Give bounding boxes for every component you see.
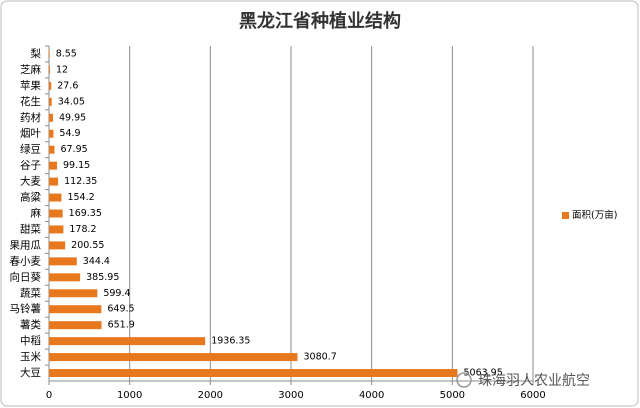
bar (49, 161, 57, 170)
bar (49, 321, 102, 330)
watermark-icon (456, 372, 472, 388)
bar (49, 145, 55, 154)
value-label: 200.55 (71, 240, 104, 251)
bar (49, 369, 458, 378)
y-tick-label: 烟叶 (20, 127, 41, 140)
bar (49, 193, 62, 202)
legend-label: 面积(万亩) (572, 209, 617, 221)
value-label: 67.95 (60, 144, 87, 155)
x-tick-label: 5000 (440, 390, 465, 401)
x-tick-label: 4000 (359, 390, 384, 401)
value-label: 344.4 (83, 256, 110, 267)
y-tick-label: 玉米 (20, 350, 41, 363)
chart-title: 黑龙江省种植业结构 (239, 10, 401, 32)
bar (49, 241, 66, 250)
bar (49, 209, 63, 218)
value-label: 178.2 (69, 224, 96, 235)
y-tick-label: 大豆 (20, 366, 41, 379)
value-label: 385.95 (86, 272, 119, 283)
bar (49, 49, 50, 58)
y-tick-label: 果用瓜 (10, 239, 42, 251)
value-label: 649.5 (107, 304, 134, 315)
value-label: 154.2 (67, 192, 94, 203)
bar (49, 81, 52, 90)
y-tick-label: 薯类 (20, 318, 41, 331)
y-tick-label: 高粱 (20, 191, 41, 204)
y-tick-label: 苹果 (20, 79, 41, 92)
bar (49, 353, 298, 362)
value-label: 1936.35 (211, 336, 250, 347)
watermark: 珠海羽人农业航空 (478, 373, 590, 389)
value-label: 5063.95 (463, 368, 502, 379)
y-tick-label: 中稻 (20, 334, 41, 347)
y-tick-label: 春小麦 (10, 255, 42, 267)
bar (49, 273, 81, 282)
bar (49, 257, 77, 266)
y-tick-label: 芝麻 (20, 63, 41, 76)
value-label: 12 (56, 64, 68, 75)
x-tick-label: 1000 (117, 390, 142, 401)
bar (49, 305, 102, 314)
y-tick-label: 向日葵 (10, 270, 42, 283)
value-label: 54.9 (59, 128, 80, 139)
value-label: 3080.7 (304, 352, 337, 363)
x-tick-label: 6000 (520, 390, 545, 401)
y-tick-label: 马铃薯 (10, 302, 42, 315)
y-tick-label: 绿豆 (20, 143, 41, 156)
y-tick-label: 谷子 (20, 160, 41, 172)
bar (49, 177, 59, 186)
bar (49, 289, 98, 298)
value-label: 49.95 (59, 112, 86, 123)
bar (49, 113, 54, 122)
x-tick-label: 2000 (198, 390, 223, 401)
y-tick-label: 甜菜 (20, 222, 41, 235)
value-label: 34.05 (58, 96, 85, 107)
value-label: 8.55 (56, 48, 77, 59)
bar (49, 225, 64, 234)
value-label: 27.6 (57, 80, 78, 91)
bar (49, 65, 50, 74)
bar (49, 129, 54, 138)
value-label: 112.35 (64, 176, 97, 187)
legend-swatch (562, 212, 569, 219)
y-tick-label: 药材 (20, 111, 41, 124)
bar (49, 337, 206, 346)
value-label: 599.4 (103, 288, 130, 299)
value-label: 169.35 (69, 208, 102, 219)
value-label: 99.15 (63, 160, 90, 171)
y-tick-label: 蔬菜 (20, 287, 41, 299)
bar (49, 97, 52, 106)
y-tick-label: 花生 (20, 95, 41, 108)
x-tick-label: 3000 (278, 390, 303, 401)
y-tick-label: 梨 (31, 47, 42, 60)
y-tick-label: 大麦 (20, 175, 41, 188)
x-tick-label: 0 (46, 390, 52, 401)
value-label: 651.9 (108, 320, 135, 331)
y-tick-label: 麻 (31, 207, 42, 220)
